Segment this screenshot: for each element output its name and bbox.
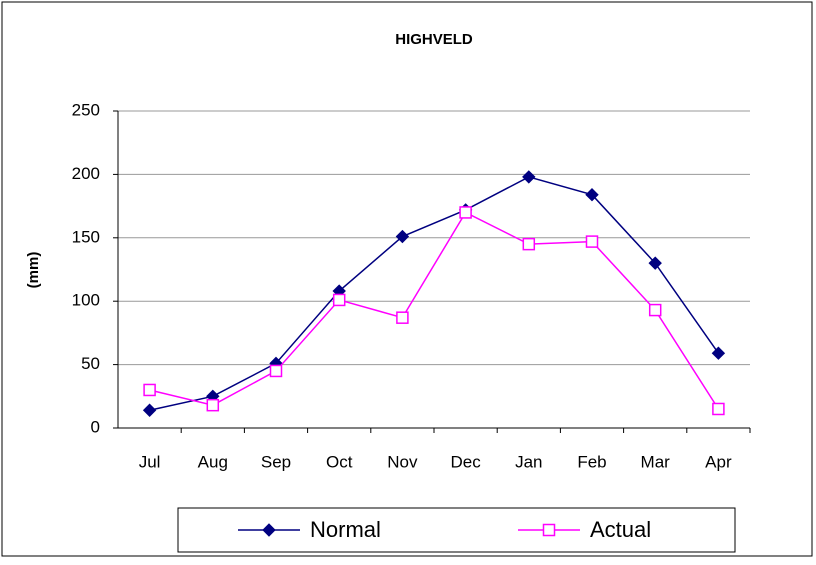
data-point bbox=[648, 256, 662, 270]
data-point bbox=[332, 293, 346, 307]
x-tick-label: Jan bbox=[515, 452, 542, 471]
data-point bbox=[522, 170, 536, 184]
y-tick-label: 200 bbox=[72, 164, 100, 183]
x-tick-label: Aug bbox=[198, 452, 228, 471]
y-tick-label: 100 bbox=[72, 291, 100, 310]
x-tick-label: Mar bbox=[641, 452, 671, 471]
x-tick-label: Oct bbox=[326, 452, 353, 471]
legend-label: Normal bbox=[310, 517, 381, 542]
data-point bbox=[712, 402, 725, 416]
chart-title: HIGHVELD bbox=[395, 31, 473, 48]
series-line bbox=[149, 176, 720, 411]
data-point bbox=[585, 187, 599, 202]
data-point bbox=[459, 206, 472, 219]
legend-marker bbox=[542, 523, 556, 537]
data-point bbox=[522, 237, 536, 251]
x-tick-label: Sep bbox=[261, 452, 291, 471]
x-tick-label: Apr bbox=[705, 452, 732, 471]
x-tick-label: Feb bbox=[577, 452, 606, 471]
data-point bbox=[396, 311, 409, 324]
data-point bbox=[585, 235, 599, 248]
chart-border bbox=[1, 1, 813, 557]
legend-marker bbox=[262, 523, 276, 537]
data-point bbox=[142, 403, 157, 417]
data-point bbox=[269, 364, 283, 378]
data-point bbox=[143, 383, 156, 397]
y-tick-label: 0 bbox=[91, 417, 100, 436]
x-tick-label: Jul bbox=[139, 452, 161, 471]
data-point bbox=[395, 229, 410, 244]
y-tick-label: 50 bbox=[81, 354, 100, 373]
data-point bbox=[711, 346, 726, 360]
y-tick-label: 250 bbox=[72, 100, 100, 119]
y-tick-label: 150 bbox=[72, 227, 100, 246]
data-point bbox=[648, 303, 662, 317]
legend-label: Actual bbox=[590, 517, 651, 542]
data-point bbox=[206, 398, 220, 412]
series-line bbox=[149, 211, 720, 410]
x-tick-label: Nov bbox=[387, 452, 418, 471]
y-axis-label: (mm) bbox=[25, 252, 42, 289]
x-tick-label: Dec bbox=[450, 452, 481, 471]
